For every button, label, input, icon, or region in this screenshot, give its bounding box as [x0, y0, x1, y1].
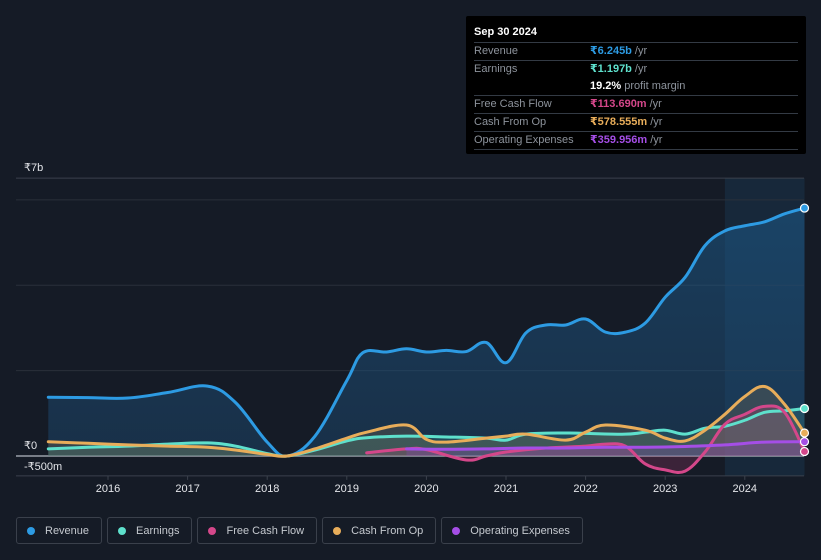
x-tick-label: 2016 [96, 483, 120, 495]
tooltip-value: ₹578.555m [590, 116, 648, 128]
legend-label: Revenue [45, 524, 90, 537]
tooltip-value: ₹6.245b [590, 45, 632, 57]
tooltip-date: Sep 30 2024 [474, 26, 537, 38]
legend-label: Free Cash Flow [226, 524, 305, 537]
y-tick-label-bottom: -₹500m [24, 461, 62, 473]
x-tick-label: 2019 [335, 483, 359, 495]
area-cash-from-op [48, 386, 805, 457]
tooltip-label [474, 78, 590, 95]
tooltip-unit: /yr [650, 134, 663, 146]
end-marker-free-cash-flow [799, 446, 810, 457]
tooltip-label: Revenue [474, 45, 519, 57]
tooltip-value: 19.2% [590, 80, 622, 92]
tooltip-row-profit-margin: 19.2% profit margin [474, 78, 798, 95]
tooltip-row-earnings: Earnings ₹1.197b /yr [474, 60, 798, 78]
legend-item-free-cash-flow[interactable]: Free Cash Flow [197, 517, 318, 544]
legend-dot-icon [333, 526, 342, 535]
tooltip-unit: /yr [649, 98, 662, 110]
y-tick-label-top: ₹7b [24, 162, 43, 174]
x-tick-label: 2021 [494, 483, 518, 495]
legend: Revenue Earnings Free Cash Flow Cash Fro… [16, 517, 583, 544]
legend-label: Earnings [136, 524, 180, 537]
legend-item-operating-expenses[interactable]: Operating Expenses [441, 517, 583, 544]
tooltip-value: ₹359.956m [590, 134, 648, 146]
end-marker-earnings [799, 403, 810, 414]
x-tick-label: 2017 [175, 483, 199, 495]
tooltip-value: ₹1.197b [590, 63, 632, 75]
tooltip-panel: Sep 30 2024 Revenue ₹6.245b /yr Earnings… [466, 16, 806, 154]
tooltip-row-revenue: Revenue ₹6.245b /yr [474, 42, 798, 60]
area-revenue [48, 208, 805, 457]
legend-item-cash-from-op[interactable]: Cash From Op [322, 517, 437, 544]
end-marker-cash-from-op [799, 428, 810, 438]
x-tick-label: 2022 [573, 483, 597, 495]
legend-dot-icon [452, 526, 461, 535]
line-revenue [46, 206, 806, 458]
legend-dot-icon [27, 526, 35, 535]
tooltip-unit: /yr [634, 63, 648, 75]
end-marker-revenue [799, 203, 810, 213]
line-earnings [46, 406, 806, 458]
legend-label: Operating Expenses [470, 524, 570, 537]
tooltip-value: ₹113.690m [590, 98, 647, 110]
series-end-markers [799, 203, 810, 457]
tooltip-row-cash-from-op: Cash From Op ₹578.555m /yr [474, 113, 798, 131]
x-tick-label: 2024 [733, 483, 757, 495]
tooltip-label: Free Cash Flow [474, 98, 552, 110]
legend-item-earnings[interactable]: Earnings [107, 517, 193, 544]
legend-dot-icon [118, 526, 127, 535]
tooltip-unit: /yr [650, 116, 663, 128]
tooltip-label: Operating Expenses [474, 134, 574, 146]
x-tick-label: 2020 [414, 483, 438, 495]
axes: ₹7b ₹0 -₹500m 2016 2017 2018 2019 2020 2021 20… [24, 162, 757, 495]
tooltip-row-operating-expenses: Operating Expenses ₹359.956m /yr [474, 131, 798, 150]
line-cash-from-op [46, 384, 806, 458]
tooltip-label: Earnings [474, 63, 518, 75]
tooltip-label: Cash From Op [474, 116, 547, 128]
line-operating-expenses [405, 440, 806, 451]
legend-dot-icon [208, 526, 217, 535]
series-lines [46, 206, 806, 474]
x-tick-label: 2023 [653, 483, 677, 495]
tooltip-unit: profit margin [624, 80, 686, 92]
legend-item-revenue[interactable]: Revenue [16, 517, 103, 544]
x-tick-label: 2018 [255, 483, 279, 495]
end-marker-operating-expenses [799, 437, 810, 447]
tooltip-row-free-cash-flow: Free Cash Flow ₹113.690m /yr [474, 95, 798, 113]
y-tick-label-zero: ₹0 [24, 440, 37, 452]
tooltip-unit: /yr [634, 45, 648, 57]
legend-label: Cash From Op [351, 524, 424, 537]
